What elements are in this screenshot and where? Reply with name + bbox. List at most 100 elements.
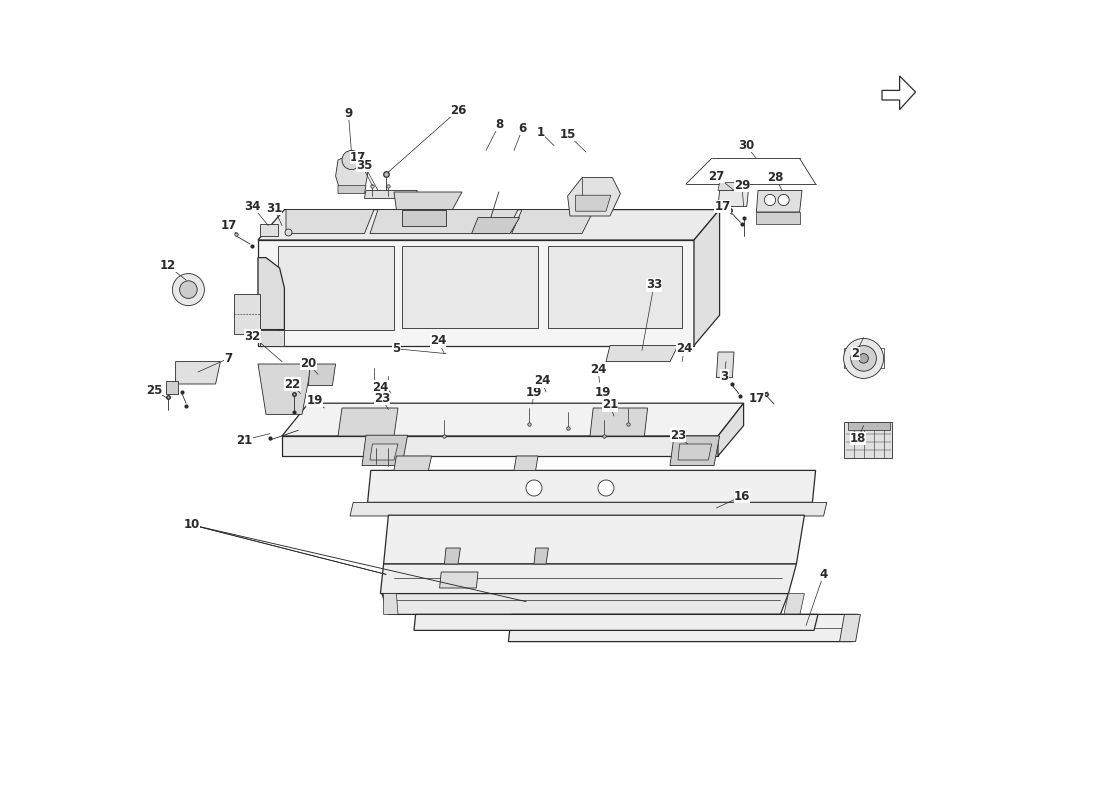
Polygon shape bbox=[258, 240, 694, 346]
Text: 24: 24 bbox=[372, 381, 388, 394]
Polygon shape bbox=[512, 210, 594, 234]
Text: 24: 24 bbox=[676, 342, 693, 355]
Text: 7: 7 bbox=[224, 352, 232, 365]
Text: 4: 4 bbox=[820, 568, 827, 581]
Polygon shape bbox=[258, 364, 311, 414]
Text: 23: 23 bbox=[670, 429, 686, 442]
Polygon shape bbox=[757, 212, 800, 224]
Text: 17: 17 bbox=[350, 151, 366, 164]
Text: 31: 31 bbox=[266, 202, 282, 214]
Polygon shape bbox=[670, 436, 719, 466]
Text: 18: 18 bbox=[850, 432, 866, 445]
Polygon shape bbox=[718, 182, 748, 190]
Circle shape bbox=[844, 338, 883, 378]
Polygon shape bbox=[166, 381, 178, 394]
Text: 15: 15 bbox=[560, 128, 575, 141]
Text: 19: 19 bbox=[595, 386, 610, 398]
Polygon shape bbox=[394, 192, 462, 210]
Text: 19: 19 bbox=[526, 386, 542, 398]
Text: 33: 33 bbox=[646, 278, 662, 291]
Polygon shape bbox=[402, 246, 538, 328]
Polygon shape bbox=[848, 422, 890, 430]
Polygon shape bbox=[718, 190, 748, 206]
Circle shape bbox=[859, 354, 868, 363]
Text: 21: 21 bbox=[236, 434, 253, 446]
Polygon shape bbox=[514, 456, 538, 470]
Circle shape bbox=[764, 194, 776, 206]
Text: 25: 25 bbox=[146, 384, 162, 397]
Polygon shape bbox=[176, 362, 220, 384]
Polygon shape bbox=[261, 224, 278, 236]
Text: 32: 32 bbox=[244, 330, 261, 342]
Polygon shape bbox=[367, 470, 815, 502]
Text: 17: 17 bbox=[220, 219, 236, 232]
Polygon shape bbox=[278, 246, 394, 330]
Text: 24: 24 bbox=[534, 374, 550, 387]
Polygon shape bbox=[381, 564, 796, 594]
Polygon shape bbox=[338, 408, 398, 436]
Polygon shape bbox=[282, 436, 718, 456]
Polygon shape bbox=[534, 548, 549, 564]
Circle shape bbox=[179, 281, 197, 298]
Polygon shape bbox=[882, 76, 915, 110]
Polygon shape bbox=[382, 594, 789, 614]
Text: 34: 34 bbox=[244, 200, 261, 213]
Text: 28: 28 bbox=[768, 171, 784, 184]
Text: 5: 5 bbox=[393, 342, 400, 355]
Circle shape bbox=[526, 480, 542, 496]
Circle shape bbox=[598, 480, 614, 496]
Text: 22: 22 bbox=[284, 378, 300, 390]
Polygon shape bbox=[282, 403, 744, 436]
Text: 8: 8 bbox=[495, 118, 504, 130]
Polygon shape bbox=[783, 594, 804, 616]
Text: 2: 2 bbox=[851, 347, 860, 360]
Polygon shape bbox=[716, 352, 734, 378]
Text: 24: 24 bbox=[590, 363, 606, 376]
Polygon shape bbox=[384, 515, 804, 564]
Polygon shape bbox=[362, 435, 408, 466]
Polygon shape bbox=[338, 186, 366, 194]
Polygon shape bbox=[364, 190, 417, 198]
Text: 1: 1 bbox=[537, 126, 544, 138]
Polygon shape bbox=[444, 548, 461, 564]
Polygon shape bbox=[694, 210, 719, 346]
Polygon shape bbox=[258, 258, 285, 330]
Text: 19: 19 bbox=[307, 394, 323, 406]
Text: 12: 12 bbox=[160, 259, 176, 272]
Polygon shape bbox=[590, 408, 648, 436]
Text: 29: 29 bbox=[734, 179, 750, 192]
Polygon shape bbox=[402, 210, 446, 226]
Polygon shape bbox=[606, 346, 678, 362]
Text: 30: 30 bbox=[738, 139, 755, 152]
Polygon shape bbox=[286, 210, 374, 234]
Polygon shape bbox=[839, 614, 860, 642]
Polygon shape bbox=[549, 246, 682, 328]
Polygon shape bbox=[350, 502, 827, 516]
Polygon shape bbox=[370, 444, 398, 460]
Text: 24: 24 bbox=[430, 334, 447, 347]
Circle shape bbox=[778, 194, 789, 206]
Polygon shape bbox=[757, 190, 802, 212]
Polygon shape bbox=[261, 330, 285, 346]
Circle shape bbox=[850, 346, 877, 371]
Polygon shape bbox=[508, 614, 858, 642]
Polygon shape bbox=[414, 614, 818, 630]
Text: 16: 16 bbox=[734, 490, 750, 502]
Polygon shape bbox=[258, 210, 719, 240]
Polygon shape bbox=[678, 444, 712, 460]
Text: 6: 6 bbox=[519, 122, 527, 134]
Polygon shape bbox=[308, 364, 336, 386]
Text: 17: 17 bbox=[748, 392, 764, 405]
Text: 26: 26 bbox=[450, 104, 466, 117]
Polygon shape bbox=[394, 456, 431, 470]
Polygon shape bbox=[845, 422, 892, 458]
Polygon shape bbox=[384, 594, 398, 614]
Text: 21: 21 bbox=[602, 398, 618, 411]
Text: 23: 23 bbox=[374, 392, 390, 405]
Polygon shape bbox=[336, 154, 367, 192]
Text: 10: 10 bbox=[184, 518, 200, 531]
Circle shape bbox=[173, 274, 205, 306]
Text: 20: 20 bbox=[300, 357, 317, 370]
Text: 17: 17 bbox=[715, 200, 730, 213]
Text: 3: 3 bbox=[720, 370, 728, 382]
